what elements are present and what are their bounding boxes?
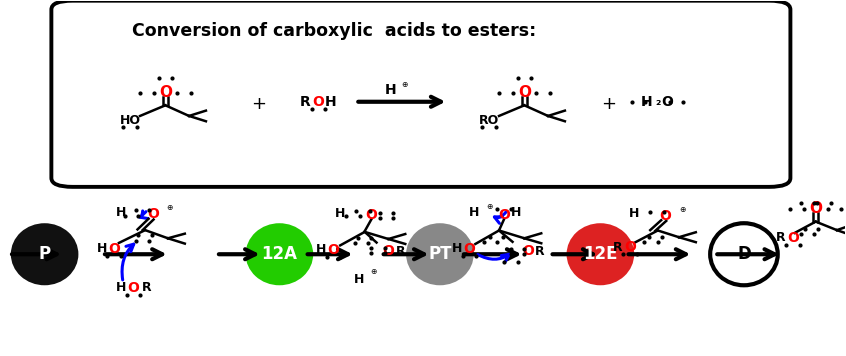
Text: H: H — [335, 207, 345, 220]
Text: $^{\oplus}$: $^{\oplus}$ — [679, 206, 687, 216]
Text: R: R — [299, 95, 310, 109]
Text: O: O — [662, 95, 673, 109]
Text: Conversion of carboxylic  acids to esters:: Conversion of carboxylic acids to esters… — [132, 22, 536, 40]
Text: H: H — [641, 95, 652, 109]
Text: O: O — [312, 95, 324, 109]
Text: ₂: ₂ — [655, 95, 661, 108]
Text: R: R — [535, 245, 544, 258]
Text: H: H — [96, 242, 107, 255]
Text: O: O — [464, 242, 475, 256]
Text: O: O — [382, 245, 394, 258]
Text: R: R — [776, 231, 785, 245]
FancyBboxPatch shape — [52, 1, 790, 187]
Text: O: O — [498, 208, 510, 222]
Text: O: O — [327, 243, 339, 257]
Text: RO: RO — [479, 114, 499, 127]
Text: HO: HO — [119, 114, 140, 127]
Text: H: H — [316, 243, 326, 256]
Ellipse shape — [11, 223, 79, 285]
Text: H: H — [629, 207, 640, 220]
Text: $^{\oplus}$: $^{\oplus}$ — [166, 205, 174, 215]
Text: D: D — [737, 245, 751, 263]
Text: 12A: 12A — [261, 245, 298, 263]
Text: O: O — [624, 240, 636, 254]
Text: H: H — [385, 83, 397, 97]
Text: H: H — [116, 282, 127, 294]
Text: $^{\oplus}$: $^{\oplus}$ — [370, 268, 377, 278]
Text: H: H — [324, 95, 336, 109]
Text: H: H — [469, 206, 479, 219]
Text: O: O — [660, 209, 672, 223]
Text: O: O — [128, 281, 140, 295]
Text: O: O — [108, 242, 120, 256]
Text: +: + — [250, 95, 266, 112]
Ellipse shape — [567, 223, 634, 285]
Ellipse shape — [245, 223, 313, 285]
Text: O: O — [787, 231, 799, 245]
Text: R: R — [142, 282, 151, 294]
Text: O: O — [518, 85, 530, 100]
Text: H: H — [452, 242, 462, 255]
Text: +: + — [602, 95, 617, 112]
Text: O: O — [147, 207, 159, 221]
Text: H: H — [511, 206, 521, 219]
Text: O: O — [522, 245, 534, 258]
Text: R: R — [395, 245, 405, 258]
Text: O: O — [159, 85, 172, 100]
Text: H: H — [354, 273, 364, 286]
Text: H: H — [116, 206, 127, 219]
Text: PT: PT — [428, 245, 452, 263]
Text: P: P — [39, 245, 51, 263]
Text: $^{\oplus}$: $^{\oplus}$ — [486, 203, 493, 213]
Text: $^{\oplus}$: $^{\oplus}$ — [401, 81, 409, 91]
Text: R: R — [613, 241, 623, 253]
Ellipse shape — [710, 223, 777, 285]
Text: O: O — [365, 208, 377, 222]
Text: 12E: 12E — [583, 245, 618, 263]
Text: O: O — [810, 201, 822, 216]
Ellipse shape — [406, 223, 474, 285]
